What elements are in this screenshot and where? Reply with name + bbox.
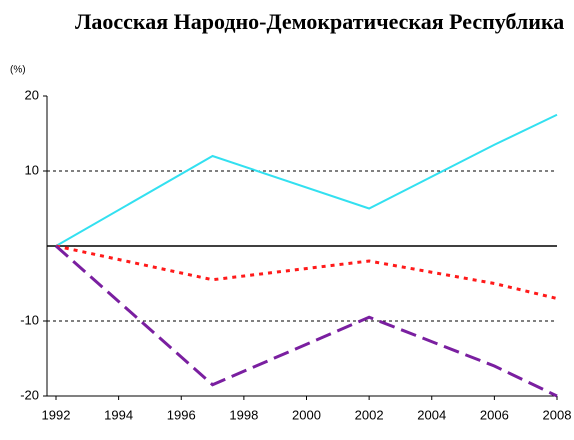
y-tick-label: 20 [25,87,39,102]
x-tick-label: 1996 [167,407,196,422]
x-tick-label: 2006 [480,407,509,422]
y-unit: (%) [10,65,26,76]
series-line [55,244,558,398]
x-tick-label: 2004 [417,407,446,422]
x-tick-label: 1992 [42,407,71,422]
x-tick-label: 2002 [355,407,384,422]
x-tick-label: 1998 [229,407,258,422]
series-line [55,113,558,247]
chart-title: Лаосская Народно-Демократическая Республ… [75,9,565,34]
y-tick-label: 10 [25,162,39,177]
x-tick-label: 2008 [543,407,572,422]
x-tick-label: 1994 [104,407,133,422]
y-tick-label: -10 [20,312,39,327]
y-tick-label: -20 [20,387,39,402]
series-line [55,244,558,300]
x-tick-label: 2000 [292,407,321,422]
